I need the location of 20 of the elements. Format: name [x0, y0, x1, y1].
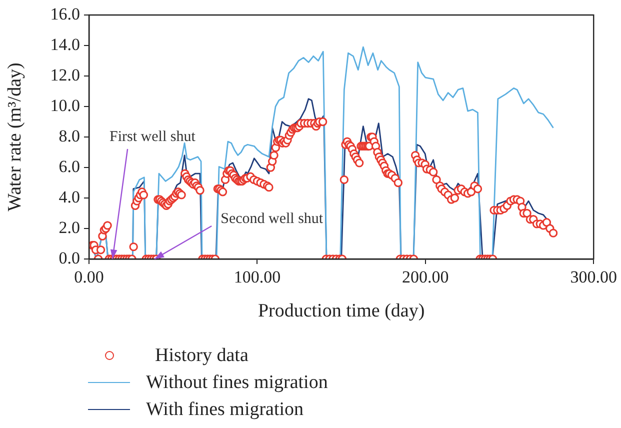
annotation: First well shut [110, 129, 196, 145]
y-tick-label: 10.0 [50, 96, 80, 115]
x-tick-label: 0.00 [74, 268, 104, 287]
legend-label: With fines migration [146, 398, 304, 420]
y-tick-label: 0.0 [58, 248, 80, 268]
x-tick-label: 300.00 [570, 268, 617, 287]
y-tick-label: 12.0 [50, 65, 80, 84]
annotation: Second well shut [220, 211, 324, 227]
y-tick-label: 4.0 [58, 187, 80, 206]
y-axis-title: Water rate (m³/day) [4, 62, 26, 212]
y-tick-label: 2.0 [58, 218, 80, 237]
x-tick-label: 200.00 [402, 268, 449, 287]
x-axis-title: Production time (day) [258, 300, 425, 322]
y-tick-label: 14.0 [50, 34, 80, 54]
legend-label: History data [155, 344, 248, 366]
y-tick-label: 8.0 [58, 126, 80, 146]
x-tick-label: 100.00 [234, 268, 281, 287]
y-tick-label: 6.0 [58, 156, 80, 176]
legend-label: Without fines migration [146, 372, 328, 394]
y-tick-label: 16.0 [50, 4, 80, 24]
